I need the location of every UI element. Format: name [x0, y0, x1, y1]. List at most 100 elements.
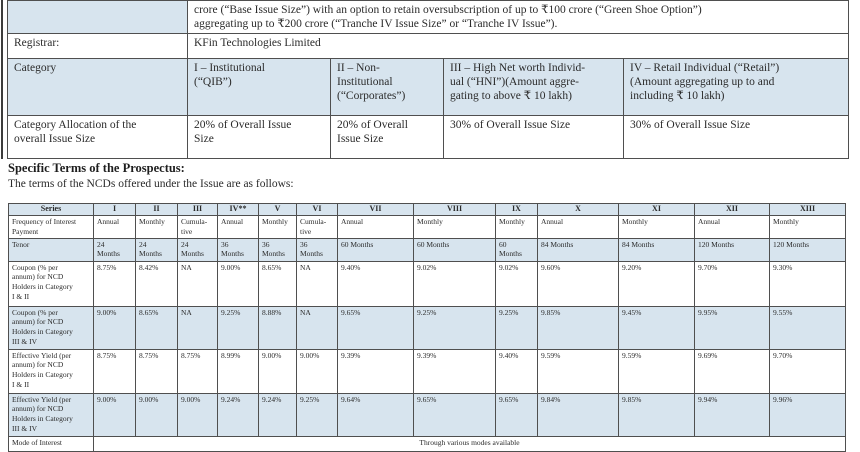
section-subtitle: The terms of the NCDs offered under the … [8, 178, 294, 190]
issue-size-text-cell: crore (“Base Issue Size”) with an option… [186, 0, 850, 35]
table-cell: 9.95% [694, 305, 770, 350]
allocation-ii-cell: 20% of Overall Issue Size [330, 115, 444, 160]
table-cell: 120 Months [694, 237, 770, 262]
frequency-row: Frequency of Interest Payment Annual Mon… [8, 215, 846, 239]
table-cell: 9.24% [258, 392, 297, 437]
table-cell: 9.00% [93, 305, 136, 350]
col-header: X [537, 203, 619, 216]
table-cell: Monthly [495, 215, 538, 239]
col-header: VI [296, 203, 338, 216]
table-cell: 9.25% [413, 305, 496, 350]
col-header: XII [694, 203, 770, 216]
page-left-border [1, 0, 3, 159]
section-heading-block: Specific Terms of the Prospectus: The te… [8, 161, 848, 190]
table-cell: 9.39% [337, 348, 414, 394]
empty-label-cell [7, 0, 188, 35]
coupon-cat1-2-row: Coupon (% per annum) for NCD Holders in … [8, 260, 846, 307]
table-cell: 9.39% [413, 348, 496, 394]
row-label: Effective Yield (per annum) for NCD Hold… [8, 348, 94, 394]
col-header: XI [618, 203, 695, 216]
table-cell: 9.96% [769, 392, 846, 437]
table-cell: 9.20% [618, 260, 695, 307]
table-cell: 9.45% [618, 305, 695, 350]
table-cell: 9.85% [618, 392, 695, 437]
yield-cat3-4-row: Effective Yield (per annum) for NCD Hold… [8, 392, 846, 437]
table-cell: Monthly [618, 215, 695, 239]
table-cell: 9.40% [337, 260, 414, 307]
table-cell: 84 Months [537, 237, 619, 262]
table-cell: 9.25% [296, 392, 338, 437]
header-row: Series I II III IV** V VI VII VIII IX X … [8, 203, 846, 216]
ncd-terms-table: Series I II III IV** V VI VII VIII IX X … [8, 203, 846, 452]
allocation-iii-cell: 30% of Overall Issue Size [443, 115, 624, 160]
table-cell: 9.02% [495, 260, 538, 307]
table-cell: 8.65% [258, 260, 297, 307]
table-cell: 9.85% [537, 305, 619, 350]
table-cell: 9.70% [694, 260, 770, 307]
table-cell: 36 Months [217, 237, 259, 262]
table-cell: 9.65% [495, 392, 538, 437]
table-cell: 24 Months [177, 237, 218, 262]
category-i-cell: I – Institutional (“QIB”) [187, 58, 331, 117]
registrar-label: Registrar: [7, 33, 188, 60]
table-cell: 84 Months [618, 237, 695, 262]
table-cell: 8.75% [177, 348, 218, 394]
table-cell: 9.30% [769, 260, 846, 307]
table-cell: 9.00% [296, 348, 338, 394]
category-ii-cell: II – Non- Institutional (“Corporates”) [330, 58, 444, 117]
allocation-iv-cell: 30% of Overall Issue Size [622, 115, 850, 160]
table-cell: 9.00% [135, 392, 178, 437]
table-row: crore (“Base Issue Size”) with an option… [7, 0, 850, 35]
col-header: III [177, 203, 218, 216]
table-cell: 36 Months [258, 237, 297, 262]
allocation-i-cell: 20% of Overall Issue Size [187, 115, 331, 160]
table-cell: 9.60% [537, 260, 619, 307]
table-cell: NA [296, 260, 338, 307]
table-cell: 9.94% [694, 392, 770, 437]
category-iv-cell: IV – Retail Individual (“Retail”) (Amoun… [622, 58, 850, 117]
row-label: Coupon (% per annum) for NCD Holders in … [8, 305, 94, 350]
col-header: IV** [217, 203, 259, 216]
table-cell: 60 Months [413, 237, 496, 262]
row-label: Frequency of Interest Payment [8, 215, 94, 239]
table-row: Registrar: KFin Technologies Limited [7, 33, 850, 60]
table-cell: 24 Months [93, 237, 136, 262]
table-cell: 9.00% [258, 348, 297, 394]
col-header-series: Series [8, 203, 94, 216]
table-cell: Annual [217, 215, 259, 239]
table-cell: 120 Months [769, 237, 846, 262]
table-cell: 8.88% [258, 305, 297, 350]
col-header: IX [495, 203, 538, 216]
table-cell: 9.65% [413, 392, 496, 437]
col-header: V [258, 203, 297, 216]
table-row: Category I – Institutional (“QIB”) II – … [7, 58, 850, 117]
table-cell: 9.00% [93, 392, 136, 437]
table-row: Category Allocation of the overall Issue… [7, 115, 850, 160]
col-header: I [93, 203, 136, 216]
table-cell: 9.24% [217, 392, 259, 437]
table-cell: 9.84% [537, 392, 619, 437]
mode-of-interest-value: Through various modes available [93, 435, 846, 452]
table-cell: 9.59% [618, 348, 695, 394]
table-cell: 9.25% [217, 305, 259, 350]
table-cell: 8.65% [135, 305, 178, 350]
table-cell: 9.70% [769, 348, 846, 394]
table-cell: 9.25% [495, 305, 538, 350]
row-label: Tenor [8, 237, 94, 262]
table-cell: NA [177, 260, 218, 307]
col-header: XIII [769, 203, 846, 216]
coupon-cat3-4-row: Coupon (% per annum) for NCD Holders in … [8, 305, 846, 350]
table-cell: 9.40% [495, 348, 538, 394]
row-label: Mode of Interest [8, 435, 94, 452]
table-cell: Monthly [258, 215, 297, 239]
table-cell: Annual [337, 215, 414, 239]
col-header: II [135, 203, 178, 216]
category-label: Category [7, 58, 188, 117]
table-cell: Annual [93, 215, 136, 239]
table-cell: 60 Months [337, 237, 414, 262]
mode-of-interest-row: Mode of Interest Through various modes a… [8, 435, 846, 452]
table-cell: 8.75% [93, 348, 136, 394]
col-header: VIII [413, 203, 496, 216]
tenor-row: Tenor 24 Months 24 Months 24 Months 36 M… [8, 237, 846, 262]
